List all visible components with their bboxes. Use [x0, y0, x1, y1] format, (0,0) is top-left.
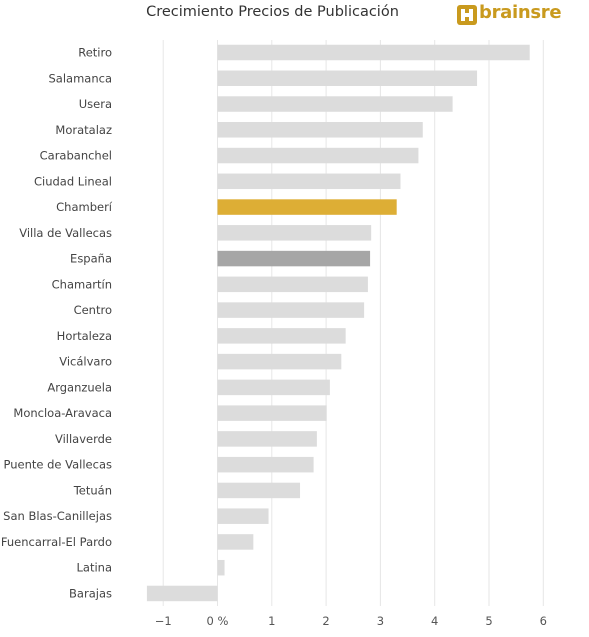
category-label: Vicálvaro [59, 355, 112, 369]
bar [217, 482, 301, 499]
x-tick-label: 5 [485, 614, 492, 628]
brand-logo: brainsre [456, 2, 576, 27]
category-label: Tetuán [73, 483, 112, 497]
x-tick-label: 6 [540, 614, 547, 628]
chart-title: Crecimiento Precios de Publicación [146, 4, 399, 20]
bar [217, 122, 423, 138]
bar [217, 534, 254, 550]
bar [217, 44, 530, 61]
bars [146, 44, 530, 602]
bar [146, 585, 218, 602]
category-label: Retiro [78, 46, 112, 60]
bar [217, 328, 346, 344]
category-label: Puente de Vallecas [3, 458, 112, 472]
x-tick-label: 1 [268, 614, 275, 628]
bar [217, 250, 371, 267]
brand-logo-icon [457, 5, 477, 25]
bar [217, 70, 478, 87]
category-label: Fuencarral-El Pardo [1, 535, 112, 549]
category-label: Villaverde [55, 432, 112, 446]
category-label: Ciudad Lineal [34, 174, 112, 188]
category-label: Arganzuela [47, 380, 112, 394]
bar [217, 147, 419, 164]
bar [217, 173, 401, 190]
category-label: Hortaleza [57, 329, 112, 343]
category-label: Carabanchel [40, 149, 112, 163]
category-label: Moncloa-Aravaca [13, 406, 112, 420]
category-labels: Retiro Salamanca Usera Moratalaz Carabanchel… [1, 46, 113, 601]
category-label: Chamberí [56, 200, 113, 214]
category-label: Salamanca [49, 71, 113, 85]
category-label: Moratalaz [55, 123, 112, 137]
bar [217, 276, 368, 293]
brand-name: brainsre [479, 2, 562, 23]
bar [217, 431, 317, 447]
bar [217, 302, 365, 318]
bar [217, 96, 453, 112]
bar [217, 508, 269, 524]
bar [217, 199, 397, 215]
x-axis-ticks: −1 0 % 1 2 3 4 5 6 [155, 614, 547, 628]
bar [217, 405, 327, 421]
x-tick-label: 3 [377, 614, 384, 628]
x-tick-label: −1 [155, 614, 172, 628]
x-tick-label: 4 [431, 614, 438, 628]
bar [217, 456, 314, 473]
x-tick-label: 0 % [207, 614, 229, 628]
category-label: Latina [77, 561, 113, 575]
bar [217, 353, 342, 370]
category-label: Chamartín [52, 277, 112, 291]
category-label: España [70, 252, 112, 266]
category-label: Barajas [69, 586, 112, 600]
bar [217, 379, 330, 396]
bar [217, 559, 225, 576]
category-label: San Blas-Canillejas [3, 509, 112, 523]
category-label: Usera [79, 97, 112, 111]
x-tick-label: 2 [322, 614, 329, 628]
bar [217, 225, 372, 241]
category-label: Centro [74, 303, 112, 317]
category-label: Villa de Vallecas [19, 226, 112, 240]
